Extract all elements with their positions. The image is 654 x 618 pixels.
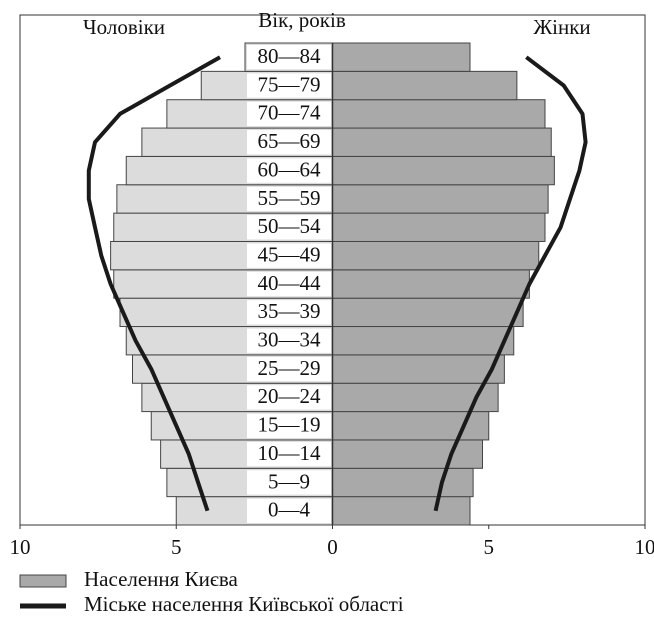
age-label-box [247, 328, 331, 353]
x-tick-label: 0 [327, 535, 338, 559]
age-label-box [247, 101, 331, 127]
age-label: 55—59 [258, 186, 321, 210]
bar-female [332, 240, 540, 271]
x-tick-label: 10 [635, 535, 654, 559]
right-label: Жінки [533, 15, 590, 39]
age-label-box [247, 243, 331, 268]
age-label-box [247, 498, 331, 523]
bar-female [332, 42, 471, 72]
age-label-box [247, 470, 331, 495]
bar-female [332, 467, 474, 498]
x-tick-label: 5 [171, 535, 182, 559]
bar-female [332, 184, 549, 214]
bar-female [332, 99, 546, 129]
bar-female [332, 212, 546, 242]
left-label: Чоловіки [83, 15, 165, 39]
age-label-box [247, 271, 331, 297]
age-label-box [247, 158, 331, 183]
age-label: 0—4 [268, 498, 311, 522]
bar-female [332, 269, 530, 299]
bar-female [332, 155, 555, 186]
age-label-box [247, 385, 331, 410]
x-tick-label: 5 [484, 535, 495, 559]
age-label: 15—19 [258, 413, 321, 437]
age-label: 45—49 [258, 242, 321, 266]
bar-female [332, 70, 518, 101]
bar-female [332, 297, 524, 328]
age-label-box [247, 441, 331, 467]
age-label: 75—79 [258, 72, 321, 96]
legend-label: Населення Києва [84, 567, 238, 591]
age-label: 40—44 [258, 271, 322, 295]
x-tick-label: 10 [10, 535, 31, 559]
age-label-box [247, 215, 331, 240]
age-label: 10—14 [258, 441, 322, 465]
age-label: 5—9 [268, 469, 310, 493]
age-label-box [247, 356, 331, 382]
age-label: 35—39 [258, 299, 321, 323]
line-male [86, 55, 221, 512]
line-female [433, 55, 588, 512]
age-label: 60—64 [258, 157, 322, 181]
bar-female [332, 496, 471, 526]
age-label-box [247, 45, 331, 70]
age-label-box [247, 413, 331, 438]
age-label: 70—74 [258, 101, 322, 125]
legend-label: Міське населення Київської області [84, 592, 404, 616]
bar-female [332, 354, 505, 384]
age-label: 65—69 [258, 129, 321, 153]
age-label: 80—84 [258, 44, 322, 68]
y-axis-label: Вік, років [258, 8, 346, 32]
age-label: 30—34 [258, 328, 322, 352]
age-label-box [247, 300, 331, 325]
legend-swatch [19, 574, 67, 588]
age-label: 25—29 [258, 356, 321, 380]
age-label-box [247, 186, 331, 212]
age-label: 20—24 [258, 384, 322, 408]
bar-female [332, 127, 552, 157]
age-label-box [247, 130, 331, 155]
age-label-box [247, 73, 331, 98]
bar-female [332, 439, 483, 469]
age-label: 50—54 [258, 214, 322, 238]
bar-female [332, 326, 515, 356]
